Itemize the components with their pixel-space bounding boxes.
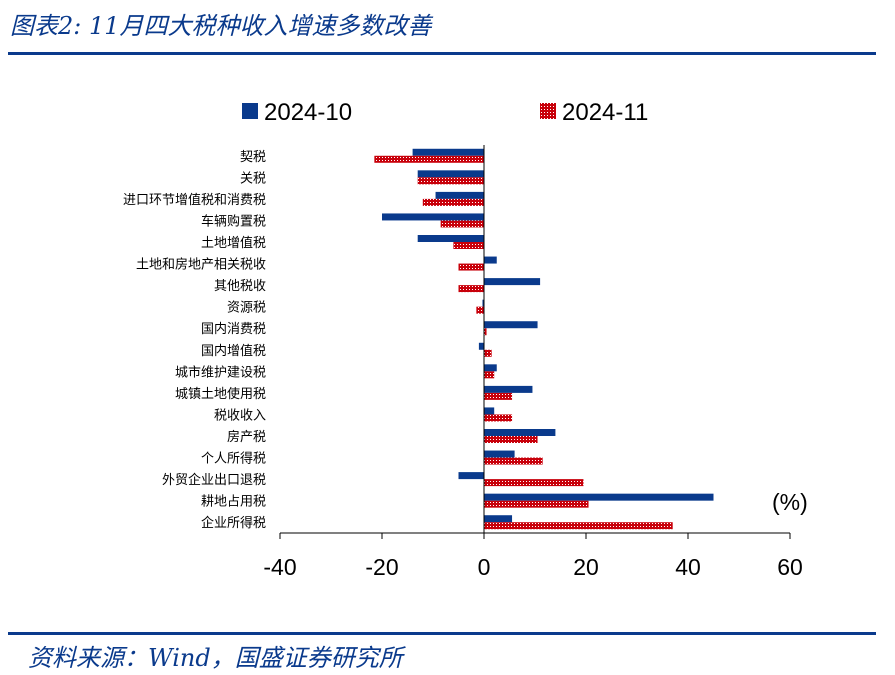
bar-2024-10 [417, 235, 484, 242]
bar-2024-10 [484, 515, 513, 523]
category-label: 国内消费税 [201, 321, 266, 337]
category-label: 外贸企业出口退税 [162, 472, 266, 488]
bar-2024-11 [484, 522, 673, 530]
category-label: 税收收入 [214, 408, 266, 423]
bar-2024-10 [484, 364, 497, 372]
category-label: 国内增值税 [201, 343, 266, 359]
x-tick-label: 60 [777, 554, 803, 580]
category-label: 企业所得税 [201, 515, 266, 531]
unit-label: (%) [772, 489, 808, 515]
legend: 2024-10 2024-11 [242, 99, 648, 126]
category-label: 房产税 [227, 429, 266, 445]
x-tick-label: 20 [573, 554, 599, 580]
bar-2024-10 [458, 472, 484, 480]
bar-2024-10 [482, 299, 484, 307]
x-tick-label: 40 [675, 554, 701, 580]
category-label: 关税 [240, 171, 266, 186]
bar-2024-10 [484, 278, 541, 286]
category-label: 车辆购置税 [201, 213, 266, 229]
bar-2024-10 [484, 493, 714, 501]
category-label: 资源税 [227, 301, 266, 316]
legend-label: 2024-10 [264, 99, 352, 126]
category-label: 其他税收 [214, 279, 266, 294]
bars-group [374, 148, 714, 530]
bar-2024-11 [484, 349, 492, 357]
legend-swatch-2024-10 [242, 103, 258, 119]
category-label: 土地增值税 [201, 235, 266, 251]
bar-2024-11 [453, 242, 484, 249]
bar-2024-10 [412, 148, 484, 156]
bar-2024-11 [484, 436, 538, 443]
chart-title: 图表2: 11月四大税种收入增速多数改善 [10, 12, 432, 40]
bar-2024-10 [484, 429, 556, 436]
legend-label: 2024-11 [562, 99, 648, 126]
bar-2024-11 [374, 155, 484, 163]
bar-2024-10 [435, 191, 484, 199]
bottom-divider [8, 632, 876, 635]
bar-2024-11 [484, 414, 513, 422]
bar-2024-10 [478, 342, 484, 350]
bar-2024-11 [484, 392, 513, 400]
bar-2024-11 [484, 371, 495, 379]
bar-2024-10 [382, 213, 484, 221]
bar-2024-11 [484, 457, 543, 465]
bar-2024-11 [422, 198, 484, 206]
top-divider [8, 52, 876, 55]
category-label: 城市维护建设税 [175, 364, 266, 380]
labels-group: 契税关税进口环节增值税和消费税车辆购置税土地增值税土地和房地产相关税收其他税收资… [123, 150, 266, 531]
bar-2024-11 [484, 479, 584, 487]
bar-2024-10 [484, 321, 538, 329]
category-label: 契税 [240, 150, 266, 165]
category-label: 土地和房地产相关税收 [136, 257, 266, 273]
x-tick-label: -20 [365, 554, 398, 580]
bar-2024-11 [484, 500, 589, 508]
bar-2024-10 [484, 385, 533, 393]
x-tick-label: 0 [478, 554, 491, 580]
x-tick-label: -40 [263, 554, 296, 580]
bar-2024-11 [458, 285, 484, 293]
bar-2024-11 [484, 328, 487, 336]
source-note: 资料来源：Wind，国盛证券研究所 [28, 644, 403, 672]
bar-2024-11 [440, 220, 484, 228]
bar-2024-10 [484, 256, 497, 264]
legend-swatch-2024-11 [540, 103, 556, 119]
bar-2024-11 [458, 263, 484, 271]
bar-2024-10 [417, 170, 484, 178]
category-label: 城镇土地使用税 [175, 386, 266, 402]
axes-group: -40 -20 0 20 40 60 [263, 145, 803, 580]
bar-2024-11 [417, 177, 484, 185]
category-label: 个人所得税 [201, 451, 266, 467]
bar-2024-10 [484, 407, 495, 415]
category-label: 耕地占用税 [201, 494, 266, 510]
category-label: 进口环节增值税和消费税 [123, 192, 266, 208]
bar-2024-10 [484, 450, 515, 458]
bar-2024-11 [476, 306, 484, 314]
